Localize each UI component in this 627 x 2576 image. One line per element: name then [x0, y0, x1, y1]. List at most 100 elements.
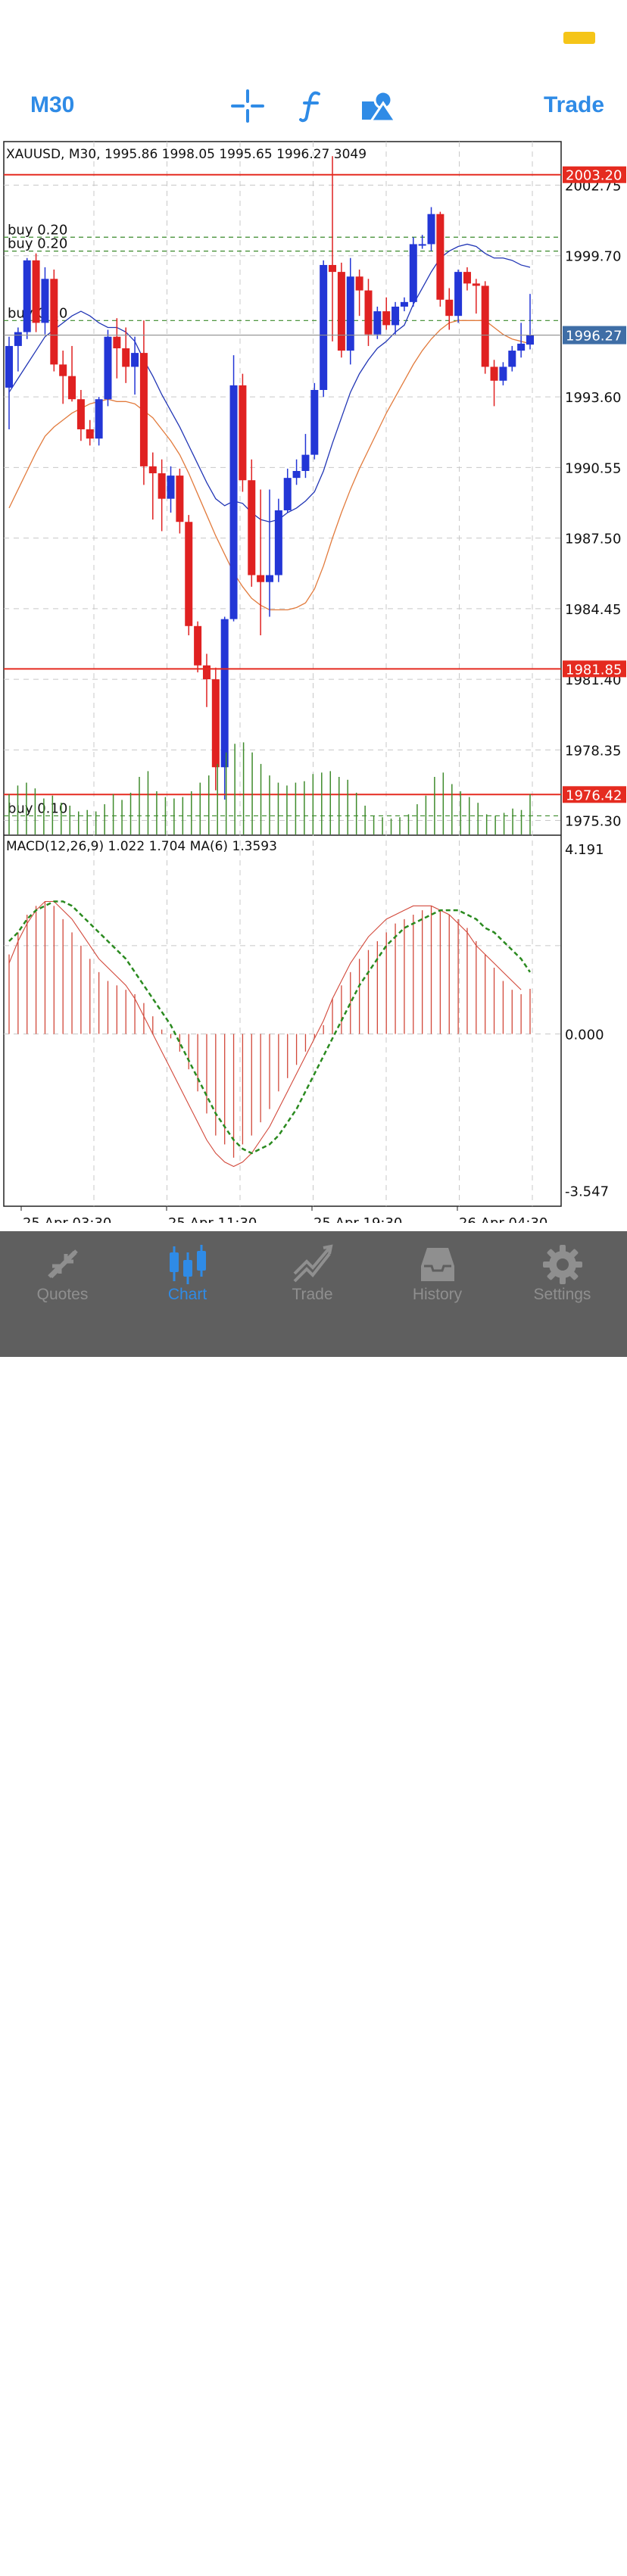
candle-body [239, 385, 247, 481]
level-price-tag [563, 786, 626, 803]
watermark: @南瓜饼 [506, 2546, 588, 2570]
candle-body [131, 353, 139, 367]
level-price-label: 1976.42 [566, 787, 622, 803]
time-axis-label: 26 Apr 04:30 [459, 1215, 547, 1223]
candle-body [14, 332, 22, 346]
tab-quotes-label: Quotes [36, 1286, 89, 1303]
candle-body [337, 272, 345, 351]
level-price-tag [563, 660, 626, 678]
current-price-label: 1996.27 [566, 329, 622, 345]
macd-header: MACD(12,26,9) 1.022 1.704 MA(6) 1.3593 [6, 839, 277, 854]
candle-body [194, 625, 202, 666]
candle-body [373, 311, 382, 335]
candlestick-icon [169, 1245, 206, 1284]
current-price-tag [563, 326, 626, 345]
candle-body [436, 214, 445, 300]
ma-fast-line [8, 243, 531, 522]
time-axis-label: 25 Apr 19:30 [314, 1215, 402, 1223]
price-axis-label: 1975.30 [565, 814, 621, 830]
candle-body [167, 476, 175, 499]
candle-body [355, 276, 363, 291]
candle-body [229, 385, 238, 619]
candle-body [364, 290, 373, 335]
macd-line [8, 900, 522, 1168]
shapes-icon[interactable] [362, 89, 395, 123]
tab-quotes[interactable]: Quotes [0, 1231, 125, 1315]
candle-body [499, 366, 507, 381]
tab-chart-label: Chart [167, 1286, 207, 1303]
candle-body [508, 351, 516, 367]
candle-body [382, 311, 391, 326]
candle-body [32, 260, 40, 323]
candle-body [86, 429, 94, 439]
inbox-tray-icon [420, 1248, 454, 1281]
price-axis-label: 1990.55 [565, 460, 621, 476]
quotes-arrows-icon [47, 1249, 78, 1279]
candle-body [454, 272, 463, 317]
candle-body [346, 276, 354, 351]
chart-toolbar: M30 Trade [0, 76, 627, 136]
gear-icon [542, 1245, 582, 1284]
order-line-label: buy 0.20 [8, 222, 67, 238]
time-axis-label: 25 Apr 03:30 [23, 1215, 111, 1223]
status-indicator [563, 32, 595, 44]
time-axis-label: 25 Apr 11:30 [168, 1215, 257, 1223]
tab-bar: Quotes Chart Trade History [0, 1231, 627, 2576]
candle-body [185, 522, 193, 626]
tab-history[interactable]: History [375, 1231, 500, 1315]
candle-body [104, 336, 112, 400]
candle-body [95, 399, 103, 439]
candle-body [5, 345, 13, 388]
candle-body [266, 575, 273, 582]
function-f-icon[interactable] [298, 89, 326, 123]
candle-body [59, 364, 67, 376]
candle-body [472, 283, 480, 286]
tab-trade[interactable]: Trade [250, 1231, 375, 1315]
candle-body [418, 244, 426, 246]
macd-axis-label: -3.547 [565, 1184, 609, 1199]
price-axis-label: 1984.45 [565, 602, 621, 618]
candle-body [400, 301, 408, 307]
crosshair-icon[interactable] [231, 89, 264, 123]
tab-settings[interactable]: Settings [500, 1231, 625, 1315]
candle-body [283, 478, 292, 510]
price-chart[interactable]: 2002.751999.701993.601990.551987.501984.… [0, 140, 627, 1223]
candle-body [481, 285, 489, 367]
price-axis-label: 1993.60 [565, 390, 621, 406]
candle-body [490, 366, 498, 381]
tab-chart[interactable]: Chart [125, 1231, 250, 1315]
tab-trade-label: Trade [292, 1286, 333, 1303]
candle-body [517, 343, 526, 351]
candle-body [391, 306, 400, 326]
candle-body [526, 335, 534, 345]
candle-body [220, 619, 229, 768]
chart-frame [3, 141, 562, 1207]
candle-body [41, 279, 49, 323]
candle-body [122, 348, 130, 367]
candle-body [292, 470, 301, 479]
candle-body [409, 244, 417, 302]
chart-header: XAUUSD, M30, 1995.86 1998.05 1995.65 199… [6, 147, 367, 162]
price-axis-label: 1999.70 [565, 249, 621, 265]
level-price-label: 2003.20 [566, 168, 622, 184]
candle-body [257, 575, 265, 582]
timeframe-button[interactable]: M30 [30, 92, 75, 117]
home-indicator [201, 2568, 426, 2576]
candle-body [445, 299, 454, 317]
candle-body [148, 466, 157, 474]
candle-body [139, 353, 148, 466]
tab-settings-label: Settings [533, 1286, 591, 1303]
macd-signal-line [8, 900, 532, 1155]
candle-body [274, 510, 282, 575]
trade-button[interactable]: Trade [544, 92, 605, 117]
candle-body [211, 679, 220, 768]
candle-body [202, 665, 211, 680]
macd-axis-label: 0.000 [565, 1028, 604, 1043]
candle-body [427, 214, 435, 245]
order-line-label: buy 0.20 [8, 236, 67, 252]
candle-body [113, 336, 121, 348]
candle-body [248, 480, 256, 575]
level-price-label: 1981.85 [566, 662, 622, 678]
price-axis-label: 1987.50 [565, 532, 621, 547]
candle-body [463, 272, 471, 284]
